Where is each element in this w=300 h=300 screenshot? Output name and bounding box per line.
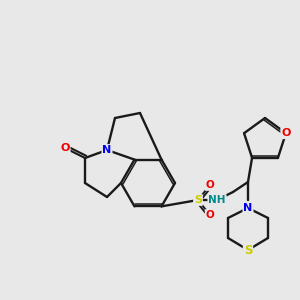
Text: O: O: [206, 180, 214, 190]
Text: O: O: [206, 210, 214, 220]
Text: O: O: [281, 128, 291, 138]
Text: S: S: [194, 195, 202, 205]
Text: N: N: [243, 203, 253, 213]
Text: N: N: [102, 145, 112, 155]
Text: O: O: [60, 143, 70, 153]
Text: NH: NH: [208, 195, 226, 205]
Text: S: S: [244, 244, 252, 256]
